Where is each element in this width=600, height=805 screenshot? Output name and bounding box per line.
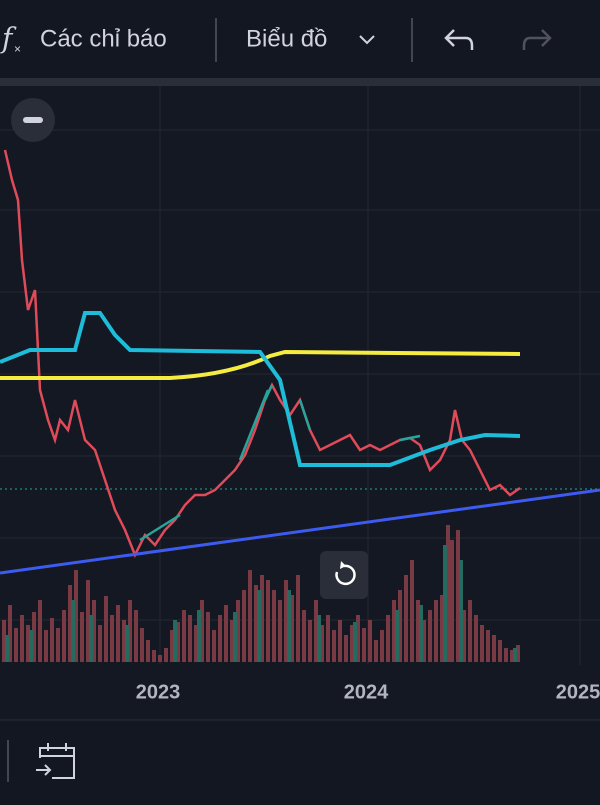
toolbar-border: [0, 78, 600, 86]
undo-button[interactable]: [444, 29, 474, 50]
redo-button[interactable]: [522, 29, 552, 50]
x-axis-label: 2025: [556, 681, 600, 703]
x-axis-label: 2024: [344, 681, 389, 703]
yellow-indicator: [0, 349, 521, 380]
calendar-goto-button[interactable]: [36, 743, 75, 779]
price-line: [3, 149, 521, 559]
dropdown-arrow: [359, 35, 375, 45]
bottom-bar: [0, 720, 600, 800]
indicators-button[interactable]: Các chỉ báo: [40, 25, 167, 52]
reset-button[interactable]: [320, 551, 368, 599]
x-axis-label: 2023: [136, 681, 181, 703]
reset-icon: [335, 564, 356, 586]
fx-sub: ×: [14, 42, 21, 56]
trend-line: [0, 488, 600, 575]
cyan-indicator: [0, 311, 521, 467]
price-up: [139, 384, 421, 542]
volume-bars-up: [5, 545, 517, 662]
minus-icon: [23, 117, 43, 123]
volume-bars: [2, 525, 520, 662]
chart-type-button[interactable]: Biểu đồ: [246, 25, 327, 52]
reset-arrow: [340, 561, 346, 569]
toolbar: [0, 0, 600, 78]
